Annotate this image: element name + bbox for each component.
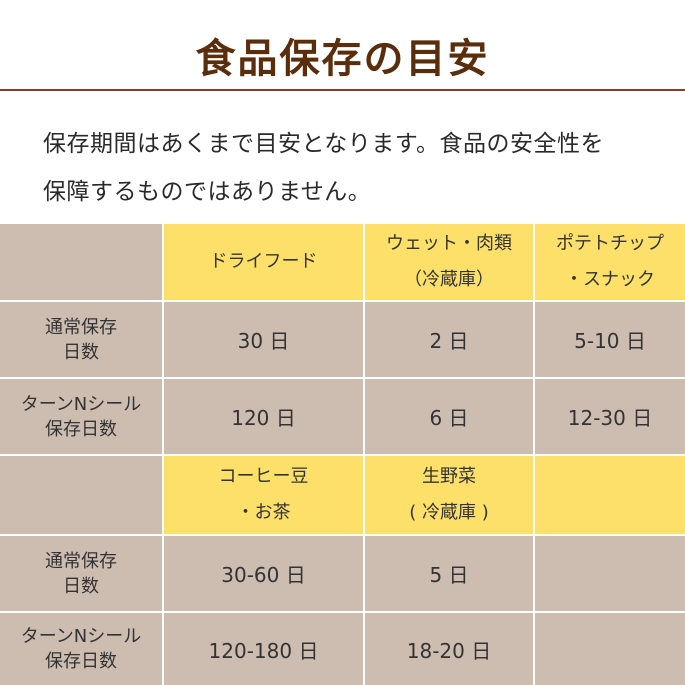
row-label-line-1: ターンNシール: [20, 626, 142, 647]
header-line-2: ( 冷蔵庫 ): [409, 502, 489, 523]
table1-corner-cell: [0, 224, 162, 300]
table2-seal-vegetables: 18-20 日: [365, 613, 533, 685]
header-line-2: （冷蔵庫）: [404, 269, 494, 290]
header-line-2: ・スナック: [565, 269, 655, 290]
storage-table: ドライフード ウェット・肉類 （冷蔵庫） ポテトチップ ・スナック 通常保存 日…: [0, 224, 685, 685]
row-label-line-2: 保存日数: [45, 651, 117, 672]
table2-header-empty: [535, 456, 685, 534]
header-line-2: ・お茶: [236, 502, 291, 523]
table1-header-chips-snack: ポテトチップ ・スナック: [535, 224, 685, 300]
table2-normal-vegetables: 5 日: [365, 536, 533, 611]
header-line-1: ポテトチップ: [556, 233, 664, 254]
table2-corner-cell: [0, 456, 162, 534]
row-label-line-1: ターンNシール: [20, 393, 142, 415]
table2-row-turn-n-seal-label: ターンNシール 保存日数: [0, 613, 162, 685]
table1-seal-wet-meat: 6 日: [365, 379, 533, 454]
table2-header-vegetables: 生野菜 ( 冷蔵庫 ): [365, 456, 533, 534]
table1-seal-dry-food: 120 日: [164, 379, 363, 454]
header-line-1: ウェット・肉類: [386, 233, 512, 254]
table1-normal-chips-snack: 5-10 日: [535, 302, 685, 377]
title-divider: [0, 89, 685, 91]
table1-normal-dry-food: 30 日: [164, 302, 363, 377]
table2-row-normal-label: 通常保存 日数: [0, 536, 162, 611]
row-label-line-1: 通常保存: [45, 550, 117, 572]
table2-normal-coffee-tea: 30-60 日: [164, 536, 363, 611]
row-label-line-2: 日数: [63, 575, 99, 597]
table1-seal-chips-snack: 12-30 日: [535, 379, 685, 454]
page-title: 食品保存の目安: [195, 36, 490, 82]
table1-header-dry-food: ドライフード: [164, 224, 363, 300]
header-line-1: 生野菜: [422, 466, 476, 487]
table2-normal-empty: [535, 536, 685, 611]
row-label-line-2: 保存日数: [45, 418, 117, 440]
row-label-line-2: 日数: [63, 341, 99, 363]
table1-header-wet-meat: ウェット・肉類 （冷蔵庫）: [365, 224, 533, 300]
row-label-line-1: 通常保存: [45, 316, 117, 338]
table1-row-turn-n-seal-label: ターンNシール 保存日数: [0, 379, 162, 454]
disclaimer-line-2: 保障するものではありません。: [43, 179, 372, 205]
table2-header-coffee-tea: コーヒー豆 ・お茶: [164, 456, 363, 534]
header-line-1: ドライフード: [209, 251, 318, 272]
header-line-1: コーヒー豆: [218, 466, 309, 487]
table2-seal-coffee-tea: 120-180 日: [164, 613, 363, 685]
disclaimer-line-1: 保存期間はあくまで目安となります。食品の安全性を: [43, 131, 605, 157]
table2-seal-empty: [535, 613, 685, 685]
table1-row-normal-label: 通常保存 日数: [0, 302, 162, 377]
table1-normal-wet-meat: 2 日: [365, 302, 533, 377]
